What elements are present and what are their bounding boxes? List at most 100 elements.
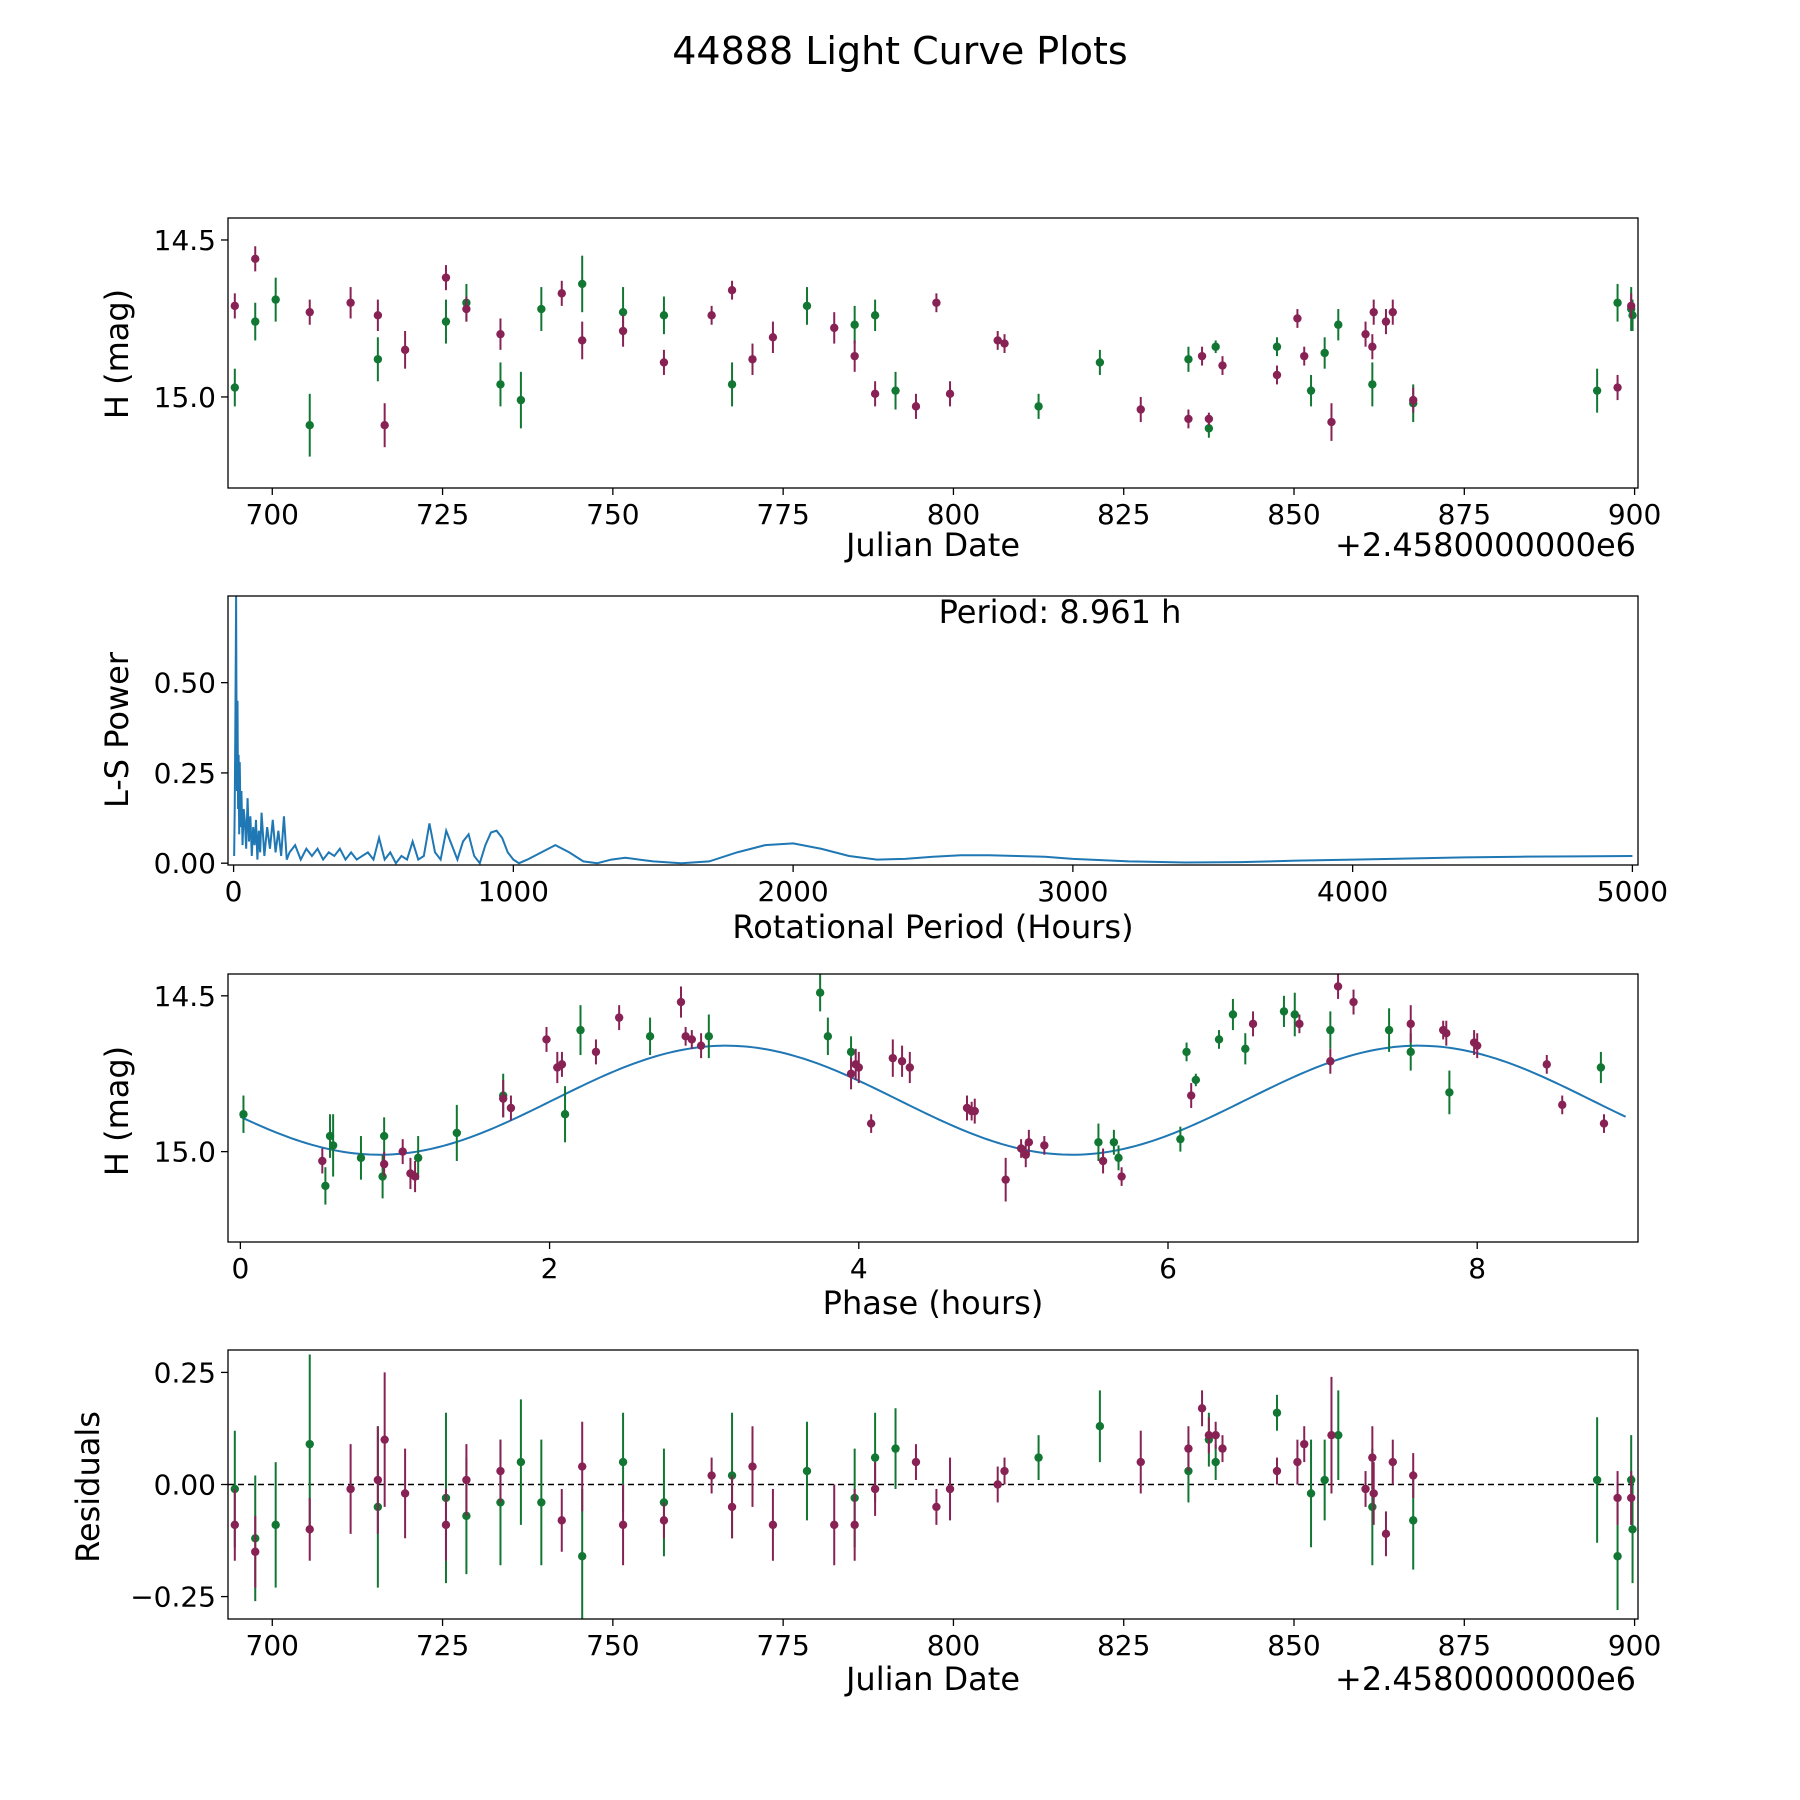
data-point <box>251 254 260 264</box>
data-point <box>1628 1525 1637 1534</box>
data-point <box>271 1520 280 1530</box>
data-point <box>441 1520 451 1530</box>
data-point <box>1182 1047 1191 1057</box>
data-point <box>496 329 505 339</box>
light-curve-xlabel: Julian Date <box>844 526 1020 564</box>
data-point <box>727 1502 737 1512</box>
data-point <box>866 1119 876 1128</box>
data-point <box>1228 1010 1238 1019</box>
data-point <box>696 1041 706 1050</box>
data-point <box>704 1032 714 1041</box>
data-point <box>516 395 526 405</box>
axes-frame <box>227 595 1639 866</box>
x-tick-label: 875 <box>1438 1629 1491 1662</box>
data-point <box>802 301 812 311</box>
data-point <box>945 1484 955 1494</box>
data-point <box>1000 339 1009 348</box>
residuals-plot-area <box>228 1354 1638 1619</box>
data-point <box>850 1520 859 1530</box>
periodogram-line <box>233 596 1633 865</box>
data-point <box>373 1475 383 1485</box>
data-point <box>970 1106 979 1116</box>
data-point <box>1176 1134 1185 1144</box>
data-point <box>1218 361 1227 370</box>
data-point <box>993 1480 1002 1489</box>
data-point <box>727 286 737 295</box>
light-curve-ylabel: H (mag) <box>98 289 136 419</box>
data-point <box>1368 1502 1377 1512</box>
data-point <box>413 1153 423 1163</box>
data-point <box>1197 1404 1207 1413</box>
data-point <box>379 1159 389 1169</box>
data-point <box>1293 314 1302 323</box>
data-point <box>1473 1041 1482 1050</box>
data-point <box>1279 1007 1289 1016</box>
data-point <box>681 1032 690 1041</box>
data-point <box>239 1110 248 1119</box>
data-point <box>1599 1119 1609 1128</box>
data-point <box>1442 1029 1451 1038</box>
y-tick-label: 0.00 <box>154 1469 216 1502</box>
data-point <box>378 1172 387 1181</box>
data-point <box>1272 1466 1282 1476</box>
data-point <box>1613 1493 1622 1503</box>
data-point <box>1211 1430 1220 1440</box>
data-point <box>1445 1088 1454 1097</box>
data-point <box>462 1475 471 1485</box>
data-point <box>1211 342 1220 351</box>
data-point <box>1184 1444 1193 1453</box>
data-point <box>506 1103 516 1113</box>
data-point <box>1592 1475 1602 1485</box>
data-point <box>1327 1430 1336 1440</box>
x-tick-label: 3000 <box>1037 875 1108 908</box>
data-point <box>1369 1489 1378 1498</box>
x-tick-label: 0 <box>231 1252 249 1285</box>
data-point <box>305 1525 314 1534</box>
data-point <box>230 1520 240 1530</box>
data-point <box>1592 386 1602 395</box>
data-point <box>993 336 1002 345</box>
x-tick-label: 750 <box>586 498 639 531</box>
data-point <box>707 311 716 320</box>
data-point <box>537 1498 546 1507</box>
data-point <box>251 1547 260 1556</box>
y-tick-label: 0.00 <box>154 847 216 880</box>
data-point <box>618 1520 628 1530</box>
data-point <box>1349 997 1358 1007</box>
data-point <box>1320 348 1329 358</box>
x-tick-label: 850 <box>1267 498 1320 531</box>
phased-plot-area <box>239 974 1627 1205</box>
data-point <box>823 1032 833 1041</box>
data-point <box>1040 1141 1049 1150</box>
data-point <box>1613 298 1622 307</box>
data-point <box>1306 1489 1316 1498</box>
data-point <box>305 307 314 317</box>
data-point <box>768 333 778 342</box>
phased-curve-panel: Phase (hours) H (mag) 0 2 4 6 8 15.0 14.5 <box>98 973 1639 1322</box>
data-point <box>932 298 941 307</box>
residuals-offset-label: +2.4580000000e6 <box>1335 1660 1636 1698</box>
periodogram-annotation: Period: 8.961 h <box>939 593 1182 631</box>
data-point <box>618 326 628 336</box>
data-point <box>498 1094 508 1103</box>
data-point <box>1117 1172 1126 1181</box>
data-point <box>380 1435 389 1444</box>
data-point <box>1406 1019 1415 1029</box>
x-tick-label: 800 <box>927 498 980 531</box>
data-point <box>768 1520 778 1530</box>
data-point <box>496 380 505 389</box>
data-point <box>557 1516 566 1525</box>
data-point <box>1361 329 1370 339</box>
data-point <box>618 1457 628 1467</box>
x-tick-label: 825 <box>1097 498 1150 531</box>
data-point <box>1136 1457 1145 1467</box>
y-tick-label: 0.25 <box>154 1356 216 1389</box>
data-point <box>356 1153 366 1163</box>
data-point <box>1241 1044 1250 1053</box>
data-point <box>305 421 314 430</box>
data-point <box>830 323 839 333</box>
data-point <box>1333 982 1343 991</box>
data-point <box>1326 1025 1335 1035</box>
data-point <box>897 1057 907 1066</box>
x-tick-label: 2000 <box>757 875 828 908</box>
